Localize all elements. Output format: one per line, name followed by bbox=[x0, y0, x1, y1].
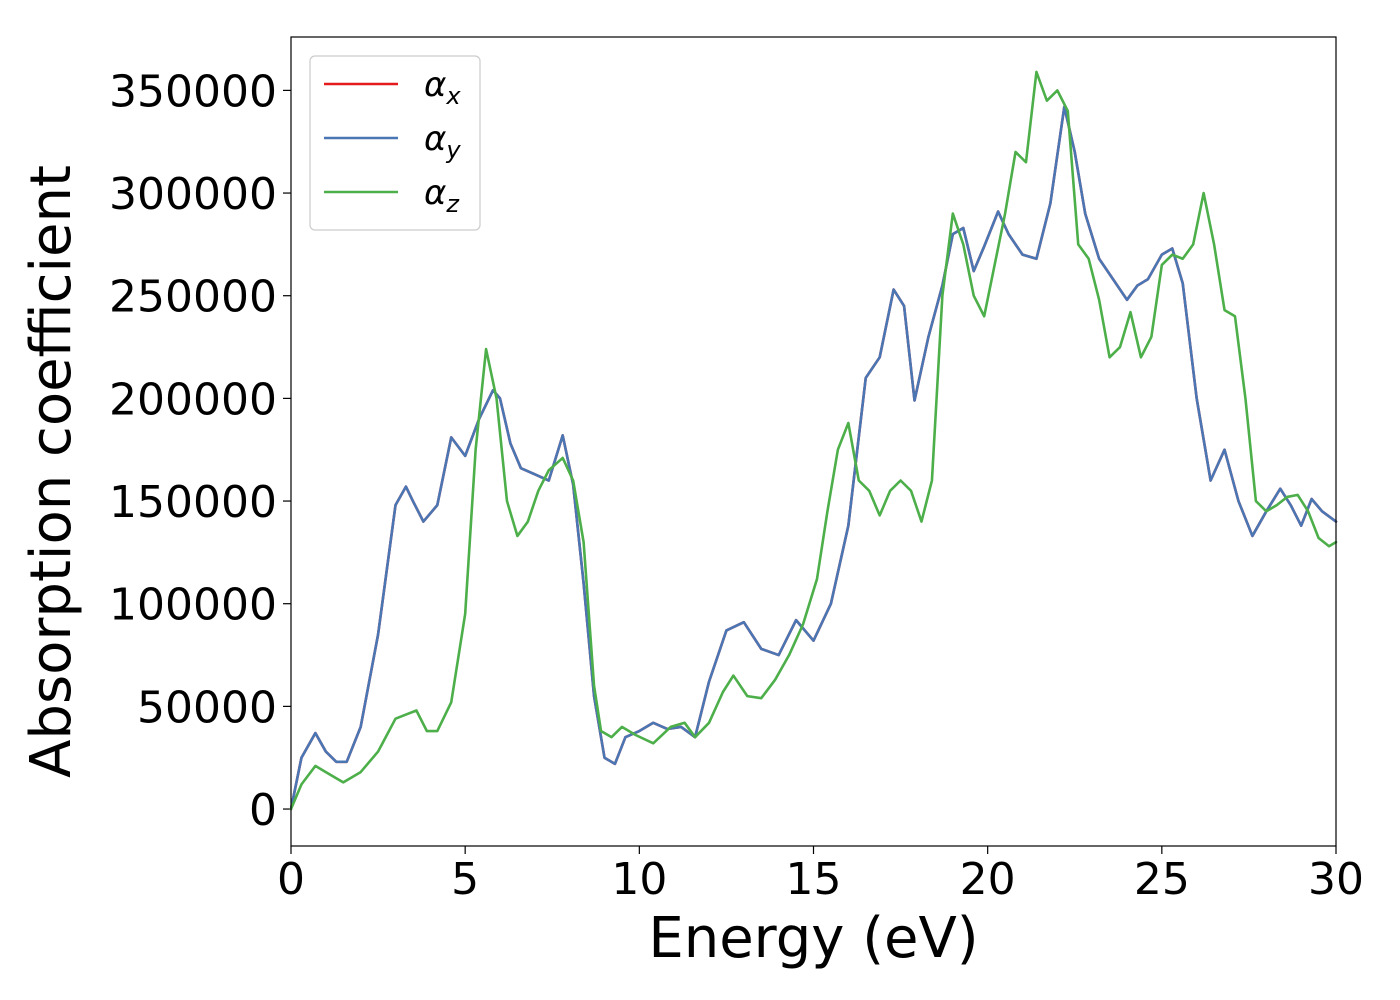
legend-symbol: α bbox=[424, 119, 446, 159]
legend-symbol: α bbox=[424, 173, 446, 213]
x-tick-label: 25 bbox=[1134, 854, 1190, 905]
y-tick-label: 50000 bbox=[137, 682, 277, 733]
legend-symbol: α bbox=[424, 65, 446, 105]
y-tick-label: 250000 bbox=[109, 272, 277, 323]
y-tick-label: 100000 bbox=[109, 580, 277, 631]
x-tick-label: 10 bbox=[611, 854, 667, 905]
x-axis-label: Energy (eV) bbox=[648, 906, 978, 971]
x-tick-label: 20 bbox=[960, 854, 1016, 905]
y-tick-label: 150000 bbox=[109, 477, 277, 528]
legend-subscript: x bbox=[445, 82, 461, 110]
series-line-y bbox=[289, 105, 1338, 811]
series-line-z bbox=[289, 70, 1338, 811]
x-tick-label: 5 bbox=[451, 854, 479, 905]
legend-subscript: z bbox=[445, 190, 460, 218]
y-axis-label: Absorption coefficient bbox=[19, 165, 84, 778]
x-axis-ticks: 0 5 10 15 20 25 30 bbox=[277, 846, 1364, 905]
x-tick-label: 0 bbox=[277, 854, 305, 905]
y-axis-ticks: 0 50000 100000 150000 200000 250000 300000 3500… bbox=[109, 66, 291, 836]
legend-box bbox=[309, 55, 481, 231]
legend-subscript: y bbox=[445, 136, 461, 164]
x-tick-label: 30 bbox=[1308, 854, 1364, 905]
y-tick-label: 350000 bbox=[109, 66, 277, 117]
plot-area-frame bbox=[290, 36, 1337, 847]
series-group bbox=[289, 70, 1338, 811]
legend-entry-x: αx bbox=[424, 65, 461, 110]
y-tick-label: 0 bbox=[249, 785, 277, 836]
x-tick-label: 15 bbox=[786, 854, 842, 905]
legend-entry-z: αz bbox=[424, 173, 460, 218]
legend-entry-y: αy bbox=[424, 119, 461, 164]
y-tick-label: 200000 bbox=[109, 374, 277, 425]
y-tick-label: 300000 bbox=[109, 169, 277, 220]
